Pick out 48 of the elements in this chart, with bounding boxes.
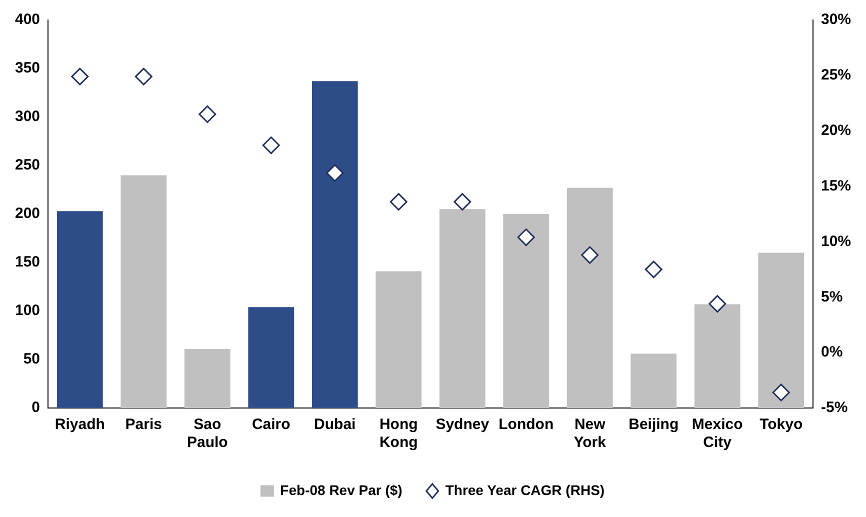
- y2-tick-label: 10%: [820, 232, 852, 250]
- bar: [184, 348, 230, 408]
- y2-tick-label: 5%: [820, 288, 843, 306]
- y-tick-label: 400: [14, 11, 40, 28]
- y2-tick-label: -5%: [820, 399, 848, 416]
- bar: [694, 304, 740, 408]
- legend-label: Feb-08 Rev Par ($): [280, 482, 402, 498]
- bar: [56, 211, 103, 408]
- x-tick-label: Tokyo: [760, 416, 803, 434]
- bar: [758, 252, 804, 408]
- bar: [503, 214, 550, 408]
- bar: [120, 175, 167, 408]
- y-tick-label: 0: [32, 399, 40, 416]
- y-tick-label: 300: [14, 108, 40, 126]
- y2-tick-label: 30%: [820, 11, 852, 28]
- legend-label: Three Year CAGR (RHS): [445, 482, 605, 498]
- x-tick-label: Sydney: [436, 416, 490, 434]
- y-tick-label: 50: [23, 350, 40, 368]
- x-tick-label: Sao Paulo: [186, 416, 228, 452]
- x-tick-label: Mexico City: [692, 416, 743, 452]
- y-tick-label: 200: [14, 205, 40, 222]
- y2-tick-label: 0%: [820, 344, 843, 361]
- y-tick-label: 250: [14, 156, 40, 174]
- point: [581, 246, 599, 264]
- x-tick-label: New York: [574, 416, 607, 452]
- bar: [566, 188, 613, 408]
- point: [326, 164, 344, 182]
- x-tick-label: Paris: [125, 416, 162, 434]
- bar: [439, 209, 486, 408]
- bar: [630, 354, 677, 408]
- y2-tick-label: 25%: [820, 66, 852, 84]
- bar: [248, 307, 294, 408]
- bar: [312, 81, 358, 408]
- point: [708, 295, 726, 313]
- x-tick-label: Beijing: [628, 416, 679, 434]
- point: [772, 384, 790, 402]
- x-tick-label: Riyadh: [54, 416, 105, 434]
- y-tick-label: 350: [14, 60, 40, 77]
- y-tick-label: 150: [14, 254, 40, 271]
- bar: [376, 271, 422, 408]
- y2-tick-label: 15%: [820, 177, 852, 194]
- point: [517, 228, 535, 246]
- x-tick-label: Cairo: [252, 416, 290, 434]
- x-tick-label: London: [498, 416, 554, 434]
- x-tick-label: Hong Kong: [379, 416, 418, 452]
- y2-tick-label: 20%: [820, 122, 852, 139]
- x-tick-label: Dubai: [314, 416, 356, 434]
- y-tick-label: 100: [14, 302, 40, 320]
